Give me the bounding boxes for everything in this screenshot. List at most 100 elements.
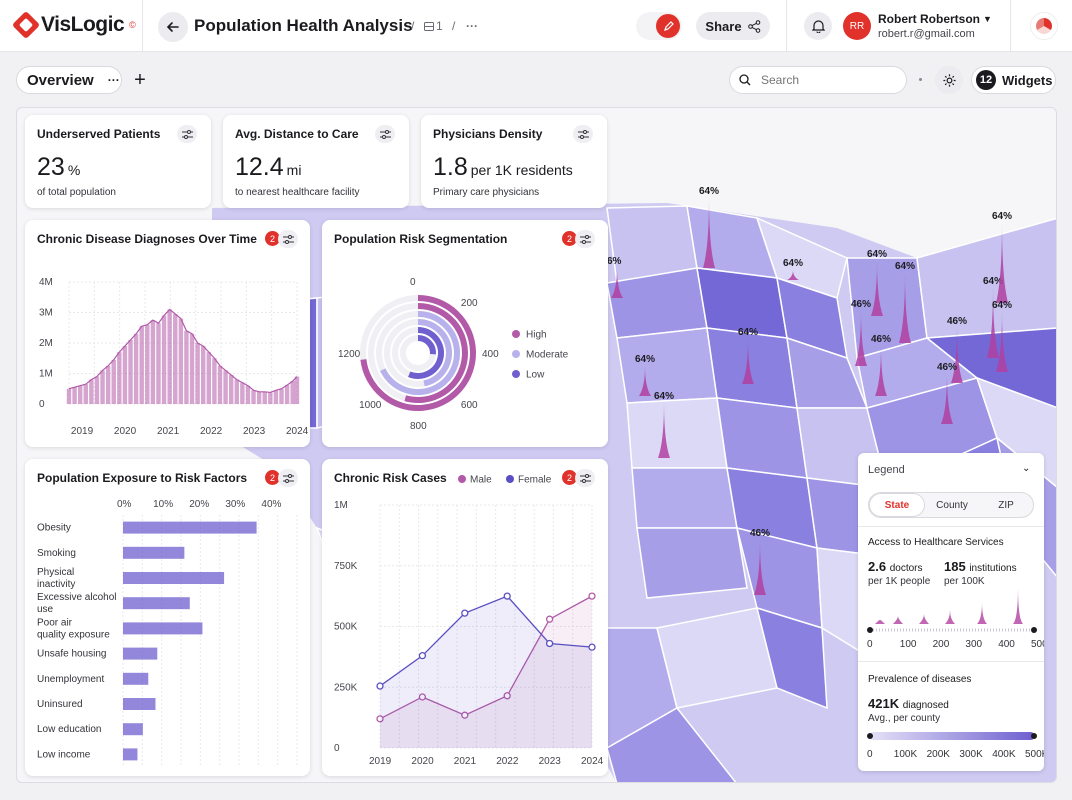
chevron-down-icon[interactable]: ⌄ bbox=[1022, 463, 1031, 474]
scale-tick-label: 500K bbox=[1025, 749, 1044, 760]
risk-exposure-card[interactable]: Population Exposure to Risk Factors 2 0%… bbox=[25, 459, 310, 776]
filter-sliders-icon[interactable] bbox=[177, 125, 197, 143]
area-column bbox=[212, 358, 217, 404]
map-spike-label: 64% bbox=[867, 249, 887, 260]
map-spike bbox=[742, 339, 754, 384]
bar bbox=[123, 521, 257, 534]
slider-handle bbox=[867, 627, 873, 633]
kpi-value-wrap: 12.4 mi bbox=[235, 153, 301, 182]
tab-overview[interactable]: Overview ··· bbox=[16, 66, 122, 94]
x-tick-label: 2023 bbox=[243, 426, 266, 437]
user-name[interactable]: Robert Robertson bbox=[878, 12, 980, 26]
geo-tab-county[interactable]: County bbox=[936, 499, 968, 511]
search-input[interactable] bbox=[761, 73, 891, 87]
risk-exposure-chart[interactable]: 0% 10% 20% 30% 40% Obesity Smoking Physicalinac… bbox=[25, 459, 310, 776]
notifications-button[interactable] bbox=[804, 12, 832, 40]
app-logo[interactable]: VisLogic © bbox=[11, 10, 136, 40]
radial-tick-label: 600 bbox=[461, 400, 478, 411]
filter-sliders-icon[interactable] bbox=[575, 230, 595, 248]
map-spike-label: 64% bbox=[654, 391, 674, 402]
back-button[interactable] bbox=[158, 12, 188, 42]
brand-menu-button[interactable] bbox=[1030, 12, 1058, 40]
risk-segmentation-chart[interactable]: 0 200 400 600 800 1000 1200 High Moderate Low bbox=[322, 220, 608, 447]
map-region bbox=[631, 467, 738, 529]
access-section-title: Access to Healthcare Services bbox=[868, 537, 1004, 548]
edit-mode-toggle[interactable] bbox=[636, 12, 682, 40]
map-spike bbox=[787, 270, 799, 280]
x-tick-label: 2022 bbox=[200, 426, 223, 437]
legend-swatch bbox=[512, 330, 520, 338]
chronic-diagnoses-chart[interactable]: 0 1M 2M 3M 4M 2019 2020 2021 2022 2023 2024 bbox=[25, 220, 310, 447]
risk-cases-chart[interactable]: Male Female 0 250K 500K 750K 1M 2019 2020 2021 202… bbox=[322, 459, 608, 776]
share-button[interactable]: Share bbox=[696, 12, 770, 40]
distribution-spike bbox=[1013, 589, 1023, 624]
radial-tick-label: 800 bbox=[410, 421, 427, 432]
user-avatar[interactable]: RR bbox=[843, 12, 871, 40]
dashboard-canvas: 64% 6% 64% 64% 64% 46% 64% 64% 46% 64% 46% 64% 64% 46… bbox=[16, 107, 1057, 783]
bar bbox=[123, 622, 203, 635]
widgets-button[interactable]: 12 Widgets bbox=[971, 66, 1056, 94]
access-distribution-slider[interactable]: 0 100 200 300 400 500 bbox=[858, 589, 1044, 649]
kpi-card-physicians[interactable]: Physicians Density 1.8 per 1K residents P… bbox=[421, 115, 607, 208]
area-column bbox=[156, 323, 161, 404]
more-menu-button[interactable]: ··· bbox=[466, 19, 478, 33]
slider-handle bbox=[1031, 627, 1037, 633]
y-tick-label: 750K bbox=[334, 561, 358, 572]
settings-button[interactable] bbox=[935, 66, 963, 94]
brand-swirl-icon bbox=[1036, 18, 1052, 34]
map-spike bbox=[611, 268, 623, 298]
kpi-card-underserved[interactable]: Underserved Patients 23% of total popula… bbox=[25, 115, 211, 208]
risk-segmentation-card[interactable]: Population Risk Segmentation 2 0 200 400 60… bbox=[322, 220, 608, 447]
radial-tick-label: 0 bbox=[410, 277, 416, 288]
line-area-fill bbox=[380, 596, 592, 748]
add-tab-button[interactable]: + bbox=[134, 68, 146, 91]
slider-handle bbox=[1031, 733, 1037, 739]
filter-sliders-icon[interactable] bbox=[278, 230, 298, 248]
area-column bbox=[89, 379, 94, 404]
chronic-diagnoses-card[interactable]: Chronic Disease Diagnoses Over Time 2 0 1… bbox=[25, 220, 310, 447]
filter-sliders-icon[interactable] bbox=[278, 469, 298, 487]
area-column bbox=[290, 381, 295, 404]
map-spike-label: 64% bbox=[635, 354, 655, 365]
risk-cases-card[interactable]: Chronic Risk Cases 2 Male Female 0 250K 500K… bbox=[322, 459, 608, 776]
top-bar: VisLogic © Population Health Analysis / … bbox=[0, 0, 1072, 52]
user-email: robert.r@gmail.com bbox=[878, 28, 975, 40]
line-point bbox=[503, 692, 511, 700]
kpi-title: Underserved Patients bbox=[37, 127, 161, 141]
area-column bbox=[195, 343, 200, 404]
color-scale-bar bbox=[870, 732, 1034, 740]
x-tick-label: 2019 bbox=[71, 426, 94, 437]
map-legend-panel[interactable]: Legend ⌄ State County ZIP Access to Heal… bbox=[858, 453, 1044, 771]
map-region bbox=[706, 327, 798, 409]
area-column bbox=[66, 388, 72, 404]
geo-tab-state[interactable]: State bbox=[869, 493, 925, 517]
filter-sliders-icon[interactable] bbox=[375, 125, 395, 143]
map-spike-label: 64% bbox=[699, 186, 719, 197]
prevalence-value: 421K diagnosed bbox=[868, 696, 949, 711]
legend-swatch bbox=[512, 370, 520, 378]
user-menu-caret-icon[interactable]: ▼ bbox=[983, 14, 992, 24]
search-field[interactable] bbox=[729, 66, 907, 94]
share-icon bbox=[747, 19, 760, 33]
filter-sliders-icon[interactable] bbox=[573, 125, 593, 143]
pages-indicator[interactable]: 1 bbox=[424, 19, 443, 33]
category-label: Smoking bbox=[37, 548, 76, 559]
area-column bbox=[189, 333, 195, 404]
scale-tick-label: 300K bbox=[959, 749, 983, 760]
area-column bbox=[206, 352, 212, 404]
kpi-value-wrap: 1.8 per 1K residents bbox=[433, 153, 573, 182]
filter-sliders-icon[interactable] bbox=[575, 469, 595, 487]
institutions-value: 185 institutions bbox=[944, 559, 1017, 574]
prevalence-scale[interactable]: 0 100K 200K 300K 400K 500K bbox=[858, 727, 1044, 767]
tab-more-button[interactable]: ··· bbox=[107, 73, 120, 87]
breadcrumb-separator: / bbox=[452, 19, 456, 33]
kpi-card-distance[interactable]: Avg. Distance to Care 12.4 mi to nearest … bbox=[223, 115, 409, 208]
area-column bbox=[251, 390, 256, 404]
scale-tick-label: 400K bbox=[992, 749, 1016, 760]
institutions-sub: per 100K bbox=[944, 576, 985, 587]
map-spike-label: 46% bbox=[871, 334, 891, 345]
area-column bbox=[94, 376, 100, 404]
slider-tick-label: 400 bbox=[998, 639, 1015, 649]
x-tick-label: 2020 bbox=[411, 756, 434, 767]
geo-tab-zip[interactable]: ZIP bbox=[998, 499, 1014, 511]
